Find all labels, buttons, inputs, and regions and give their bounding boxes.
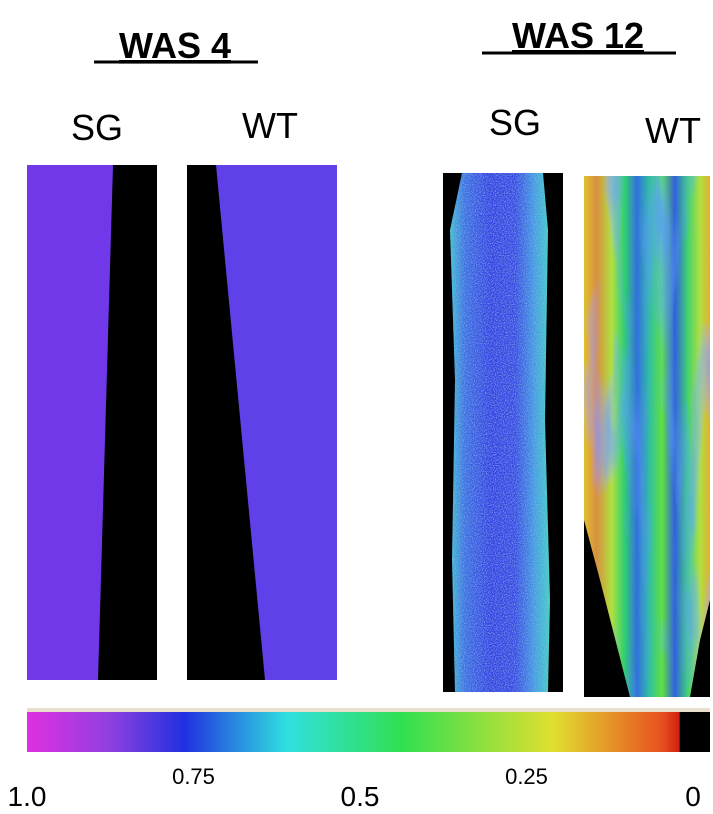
image-signal (450, 173, 550, 692)
tick-label: 0 (685, 781, 701, 809)
group-was12: WAS 12 SG WT (443, 15, 710, 697)
panel-label: SG (71, 107, 123, 148)
tick-label: 0.25 (505, 764, 548, 789)
panel-label: SG (489, 102, 541, 143)
tick-label: 1.0 (8, 781, 47, 809)
mask (98, 165, 157, 680)
group-title: WAS 12 (512, 15, 644, 56)
panel-label: WT (242, 105, 298, 146)
mask (187, 165, 265, 680)
panel-label: WT (645, 110, 701, 151)
colorbar-gradient (27, 712, 710, 752)
colorbar: 1.0 0.75 0.5 0.25 0 (8, 708, 710, 812)
tick-label: 0.75 (172, 764, 215, 789)
mask (690, 600, 710, 697)
group-title: WAS 4 (119, 25, 231, 66)
colorbar-border (27, 708, 710, 712)
mask (584, 520, 630, 697)
group-was4: WAS 4 SG WT (27, 25, 337, 680)
tick-label: 0.5 (341, 781, 380, 809)
